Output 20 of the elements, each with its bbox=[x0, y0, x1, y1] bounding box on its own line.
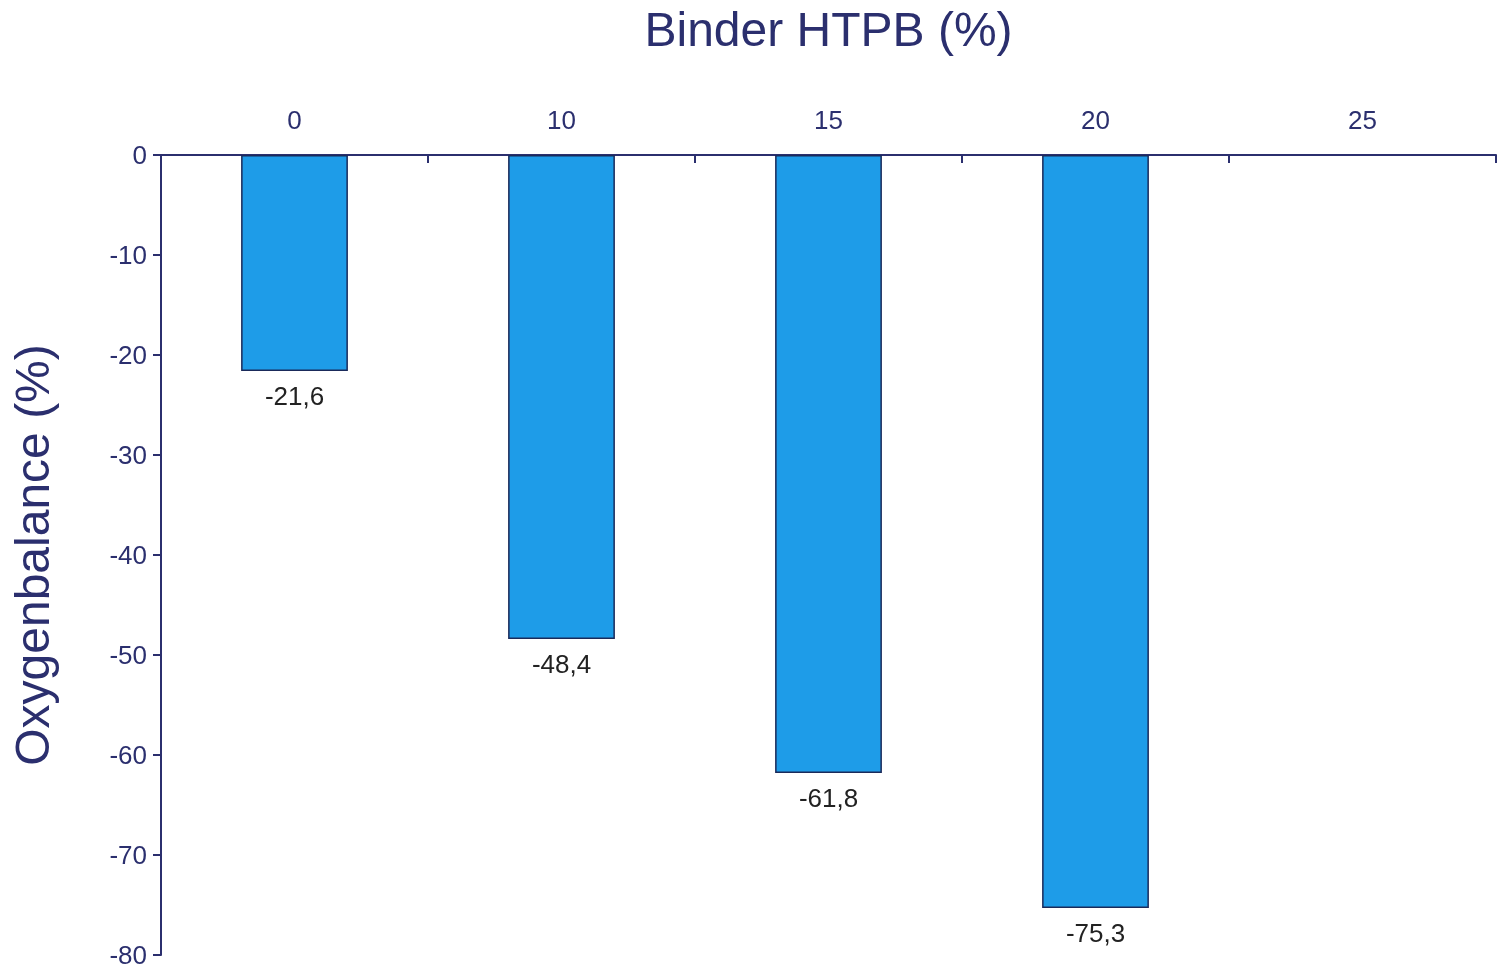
data-label: -48,4 bbox=[531, 649, 592, 679]
x-tick-label: 0 bbox=[287, 105, 302, 135]
x-axis-title: Binder HTPB (%) bbox=[644, 2, 1013, 56]
y-tick-label: -50 bbox=[109, 640, 147, 670]
y-tick-label: -30 bbox=[109, 440, 147, 470]
data-label: -75,3 bbox=[1065, 918, 1126, 948]
y-tick-label: -20 bbox=[109, 340, 147, 370]
data-label: -21,6 bbox=[264, 381, 325, 411]
y-tick-label: -60 bbox=[109, 740, 147, 770]
y-tick-label: -40 bbox=[109, 540, 147, 570]
x-tick-label: 15 bbox=[814, 105, 843, 135]
y-tick-label: 0 bbox=[132, 140, 147, 170]
x-tick-label: 20 bbox=[1081, 105, 1110, 135]
data-label: -61,8 bbox=[798, 783, 859, 813]
y-tick-label: -70 bbox=[109, 840, 147, 870]
x-tick-label: 10 bbox=[547, 105, 576, 135]
y-tick-label: -80 bbox=[109, 940, 147, 970]
x-tick-label: 25 bbox=[1348, 105, 1377, 135]
y-tick-label: -10 bbox=[109, 240, 147, 270]
y-axis-title: Oxygenbalance (%) bbox=[5, 344, 59, 766]
